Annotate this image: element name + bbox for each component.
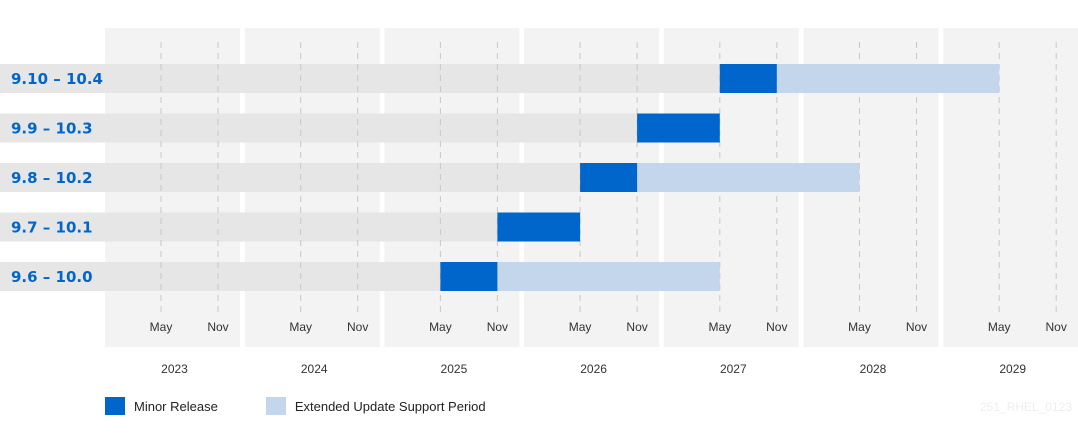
year-label-2027: 2027 xyxy=(720,362,747,376)
eus-bar-0 xyxy=(776,64,1000,93)
tick-label-2026-may: May xyxy=(569,320,592,334)
year-label-2024: 2024 xyxy=(301,362,328,376)
legend-label-eus-period: Extended Update Support Period xyxy=(294,398,486,414)
minor-release-bar-2 xyxy=(580,163,638,192)
tick-label-2024-may: May xyxy=(289,320,312,334)
row-band-0 xyxy=(0,64,720,93)
minor-release-bar-1 xyxy=(637,113,720,143)
release-timeline-chart: 9.10 – 10.4 9.9 – 10.3 9.8 – 10.2 9.7 – 10.… xyxy=(0,28,1078,376)
row-band-1 xyxy=(0,113,638,143)
row-label-1: 9.9 – 10.3 xyxy=(11,120,93,138)
tick-label-2028-may: May xyxy=(848,320,871,334)
legend-item-minor-release: Minor Release xyxy=(105,397,218,415)
legend-swatch-minor-release xyxy=(105,397,125,415)
legend-item-eus-period: Extended Update Support Period xyxy=(265,397,486,415)
minor-release-bar-3 xyxy=(497,212,581,242)
legend-swatch-eus-period xyxy=(265,397,286,415)
tick-label-2027-nov: Nov xyxy=(766,320,787,334)
row-label-2: 9.8 – 10.2 xyxy=(11,169,93,187)
row-band-4 xyxy=(0,262,441,291)
tick-label-2029-nov: Nov xyxy=(1046,320,1067,334)
row-label-4: 9.6 – 10.0 xyxy=(11,268,93,286)
tick-label-2023-may: May xyxy=(150,320,173,334)
eus-bar-2 xyxy=(637,163,860,192)
tick-label-2023-nov: Nov xyxy=(207,320,228,334)
year-label-2029: 2029 xyxy=(999,362,1026,376)
tick-label-2025-nov: Nov xyxy=(487,320,508,334)
row-band-3 xyxy=(0,212,498,242)
year-label-2028: 2028 xyxy=(860,362,887,376)
row-label-0: 9.10 – 10.4 xyxy=(11,70,103,88)
year-label-2025: 2025 xyxy=(441,362,468,376)
tick-label-2025-may: May xyxy=(429,320,452,334)
watermark-code: 251_RHEL_0123 xyxy=(980,400,1073,414)
tick-label-2026-nov: Nov xyxy=(626,320,647,334)
eus-bar-4 xyxy=(497,262,720,291)
minor-release-bar-4 xyxy=(440,262,498,291)
year-label-2026: 2026 xyxy=(580,362,607,376)
minor-release-bar-0 xyxy=(719,64,777,93)
tick-label-2024-nov: Nov xyxy=(347,320,368,334)
tick-label-2029-may: May xyxy=(988,320,1011,334)
year-label-2023: 2023 xyxy=(161,362,188,376)
legend-label-minor-release: Minor Release xyxy=(134,398,218,414)
row-label-3: 9.7 – 10.1 xyxy=(11,219,93,237)
legend: Minor Release Extended Update Support Pe… xyxy=(105,397,534,415)
row-band-2 xyxy=(0,163,581,192)
tick-label-2027-may: May xyxy=(708,320,731,334)
tick-label-2028-nov: Nov xyxy=(906,320,927,334)
